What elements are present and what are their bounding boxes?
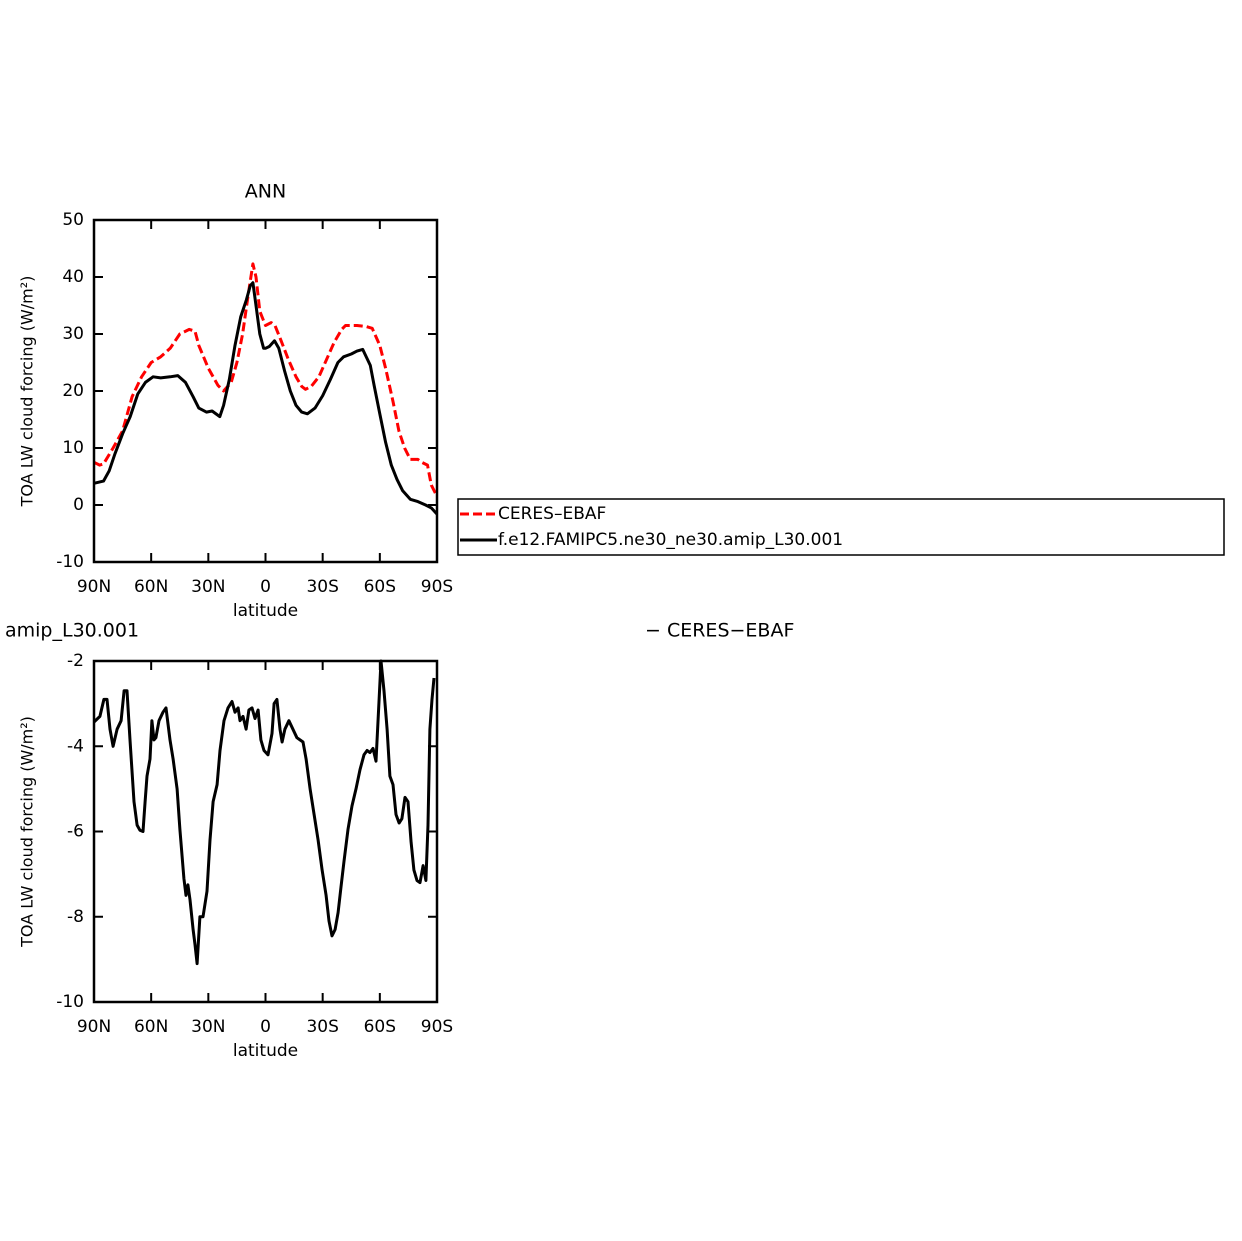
y-tick-label: 0	[73, 495, 84, 515]
y-tick-label: -8	[67, 907, 84, 927]
data-line	[92, 659, 436, 966]
y-tick-label: 40	[62, 267, 84, 287]
x-tick-label: 60S	[364, 1017, 396, 1037]
x-tick-label: 90S	[421, 1017, 453, 1037]
data-line	[93, 262, 439, 498]
chart-subtitle: − CERES−EBAF	[645, 620, 794, 642]
x-tick-label: 0	[260, 577, 271, 597]
legend-label: CERES–EBAF	[498, 504, 606, 524]
x-tick-label: 60N	[134, 577, 168, 597]
y-tick-label: 10	[62, 438, 84, 458]
x-axis-label: latitude	[233, 601, 298, 621]
x-tick-label: 30S	[306, 1017, 338, 1037]
chart-title: amip_L30.001	[5, 620, 139, 642]
x-tick-label: 30N	[191, 577, 225, 597]
plot-frame	[92, 659, 439, 1004]
x-tick-label: 90S	[421, 577, 453, 597]
x-tick-label: 90N	[77, 1017, 111, 1037]
y-tick-label: -6	[67, 822, 84, 842]
y-axis-label: TOA LW cloud forcing (W/m²)	[18, 276, 37, 508]
y-axis-label: TOA LW cloud forcing (W/m²)	[18, 716, 37, 948]
y-tick-label: 20	[62, 381, 84, 401]
x-tick-label: 30S	[306, 577, 338, 597]
legend-label: f.e12.FAMIPC5.ne30_ne30.amip_L30.001	[498, 530, 843, 550]
data-line	[93, 281, 439, 516]
x-tick-label: 0	[260, 1017, 271, 1037]
x-axis-label: latitude	[233, 1041, 298, 1061]
x-tick-label: 60S	[364, 577, 396, 597]
y-tick-label: -10	[56, 992, 84, 1012]
plot-frame	[92, 218, 439, 564]
y-tick-label: -2	[67, 651, 84, 671]
x-tick-label: 30N	[191, 1017, 225, 1037]
y-tick-label: -4	[67, 736, 84, 756]
chart-title: ANN	[245, 181, 286, 203]
legend-box	[457, 498, 1225, 556]
y-tick-label: 30	[62, 324, 84, 344]
y-tick-label: -10	[56, 552, 84, 572]
x-tick-label: 90N	[77, 577, 111, 597]
y-tick-label: 50	[62, 210, 84, 230]
x-tick-label: 60N	[134, 1017, 168, 1037]
